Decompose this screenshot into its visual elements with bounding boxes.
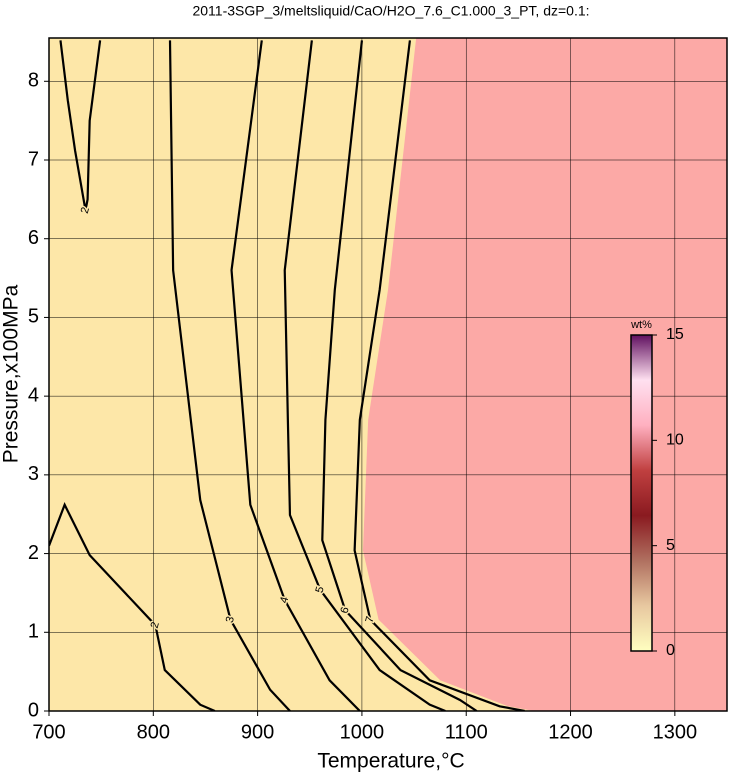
contour-line — [49, 40, 216, 711]
colorbar-label: wt% — [630, 319, 652, 331]
x-axis-label: Temperature,°C — [317, 750, 464, 773]
chart-title: 2011-3SGP_3/meltsliquid/CaO/H2O_7.6_C1.0… — [192, 3, 589, 19]
x-tick-label: 800 — [137, 721, 170, 743]
y-tick-label: 7 — [28, 148, 39, 170]
y-tick-label: 1 — [28, 621, 39, 643]
y-tick-label: 4 — [28, 384, 39, 406]
contour-line — [230, 40, 361, 711]
region — [362, 38, 727, 711]
x-tick-label: 700 — [32, 721, 65, 743]
x-tick-label: 1000 — [340, 721, 385, 743]
colorbar-tick-label: 10 — [666, 432, 684, 449]
x-tick-label: 900 — [241, 721, 274, 743]
x-tick-label: 1300 — [653, 721, 698, 743]
y-tick-label: 0 — [28, 699, 39, 721]
contour-line — [283, 40, 446, 711]
colorbar-tick-label: 0 — [666, 642, 675, 659]
y-tick-label: 8 — [28, 70, 39, 92]
y-tick-label: 3 — [28, 463, 39, 485]
colorbar-tick-label: 5 — [666, 537, 675, 554]
colorbar-tick-label: 15 — [666, 326, 684, 343]
colorbar — [630, 334, 653, 652]
plot-frame — [48, 37, 728, 712]
x-tick-label: 1100 — [445, 721, 488, 743]
y-tick-label: 5 — [28, 306, 39, 328]
y-tick-label: 6 — [28, 227, 39, 249]
y-axis-label: Pressure,x100MPa — [0, 284, 23, 463]
contour-line — [353, 40, 525, 711]
x-tick-label: 1200 — [548, 721, 593, 743]
contour-line — [168, 40, 291, 711]
y-tick-label: 2 — [28, 542, 39, 564]
contour-line — [321, 40, 478, 711]
